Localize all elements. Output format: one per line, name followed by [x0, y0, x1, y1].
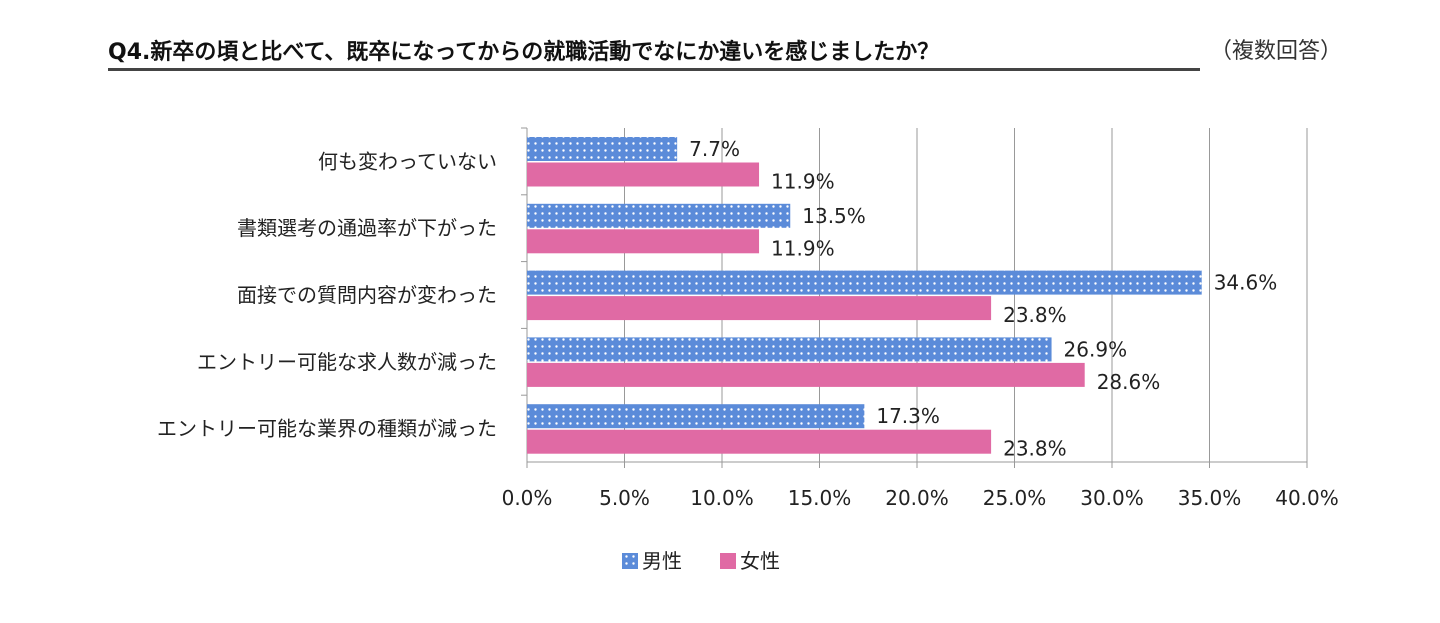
- bar-female: [527, 362, 1085, 387]
- data-label: 28.6%: [1097, 370, 1161, 394]
- bar-female: [527, 162, 760, 187]
- title-underline: [108, 68, 1200, 71]
- data-label: 34.6%: [1214, 271, 1278, 295]
- chart-title: Q4.新卒の頃と比べて、既卒になってからの就職活動でなにか違いを感じましたか？: [108, 40, 940, 65]
- x-tick-label: 40.0%: [1275, 486, 1339, 510]
- x-tick-label: 15.0%: [788, 486, 852, 510]
- category-label: 何も変わっていない: [318, 149, 497, 173]
- data-label: 23.8%: [1003, 303, 1067, 327]
- x-tick-label: 10.0%: [690, 486, 754, 510]
- data-label: 17.3%: [876, 404, 940, 428]
- category-label: エントリー可能な求人数が減った: [197, 350, 497, 374]
- bar-female: [527, 429, 992, 454]
- x-tick-label: 20.0%: [885, 486, 949, 510]
- x-tick-label: 0.0%: [502, 486, 553, 510]
- x-tick-label: 35.0%: [1178, 486, 1242, 510]
- category-label: エントリー可能な業界の種類が減った: [157, 417, 497, 441]
- x-tick-label: 30.0%: [1080, 486, 1144, 510]
- bar-male: [527, 404, 865, 429]
- data-label: 13.5%: [802, 204, 866, 228]
- bar-male: [527, 203, 791, 228]
- bar-male: [527, 337, 1052, 362]
- data-label: 23.8%: [1003, 437, 1067, 461]
- category-label: 書類選考の通過率が下がった: [237, 216, 497, 240]
- category-label: 面接での質問内容が変わった: [237, 283, 497, 307]
- data-label: 7.7%: [689, 137, 740, 161]
- legend-swatch: [720, 553, 736, 569]
- bar-male: [527, 270, 1202, 295]
- bar-female: [527, 296, 992, 321]
- legend-label: 男性: [642, 549, 682, 573]
- legend-swatch: [622, 553, 638, 569]
- chart-subtitle: （複数回答）: [1210, 39, 1343, 64]
- x-tick-label: 25.0%: [983, 486, 1047, 510]
- bar-female: [527, 229, 760, 254]
- x-tick-label: 5.0%: [599, 486, 650, 510]
- data-label: 26.9%: [1064, 337, 1128, 361]
- data-label: 11.9%: [771, 236, 835, 260]
- legend-label: 女性: [740, 549, 780, 573]
- data-label: 11.9%: [771, 170, 835, 194]
- bar-male: [527, 137, 678, 161]
